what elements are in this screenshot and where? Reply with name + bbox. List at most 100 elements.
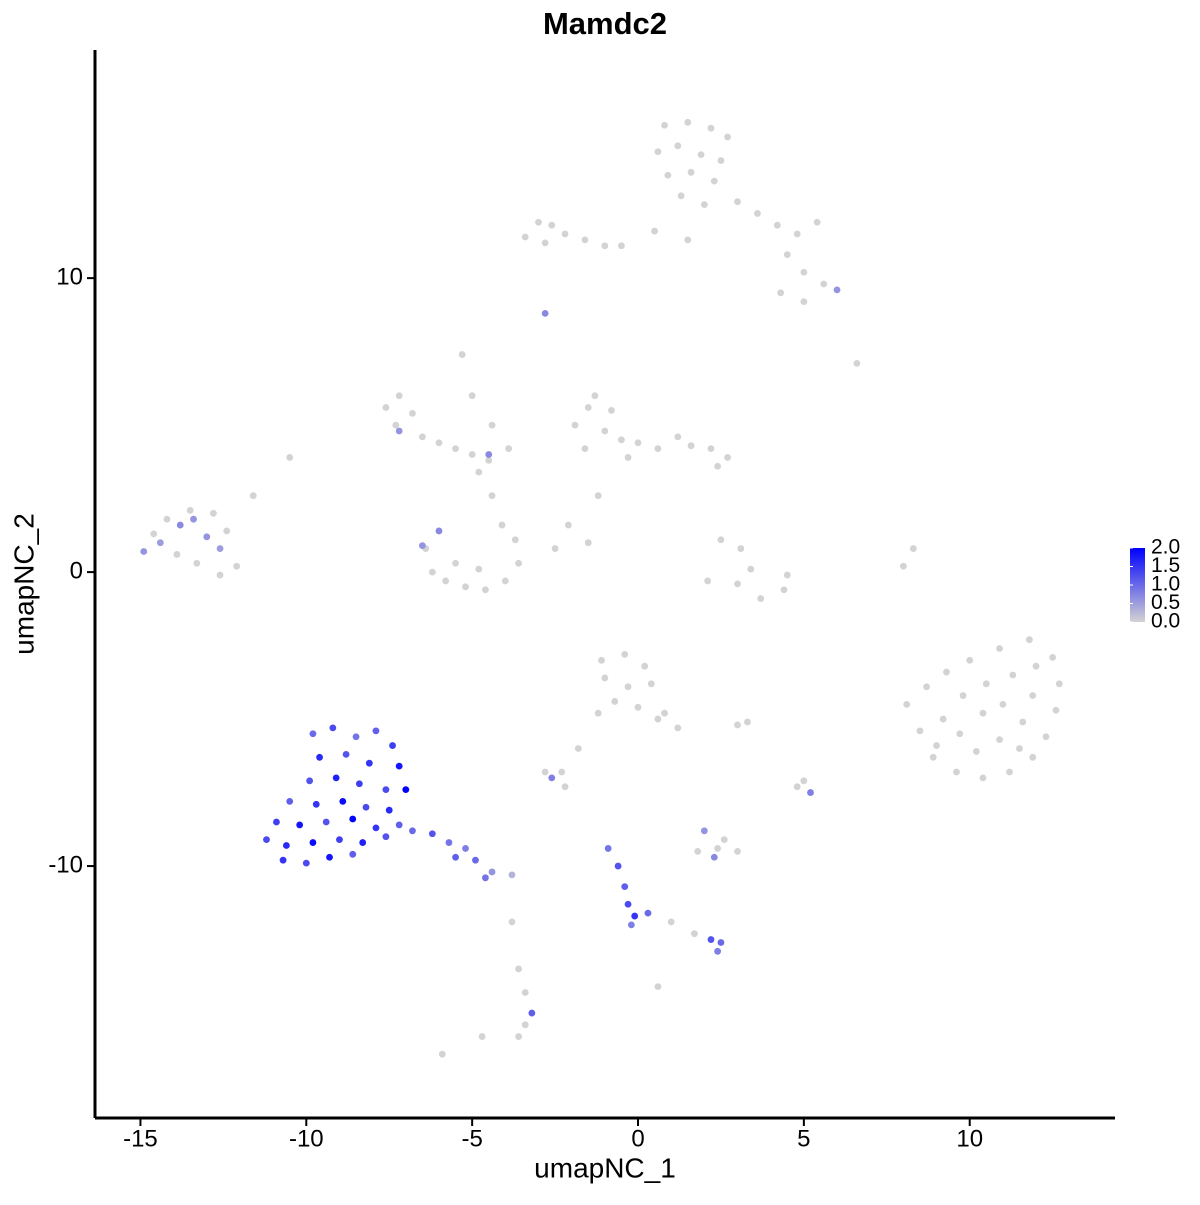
- cell-point: [306, 777, 314, 785]
- cell-point: [395, 762, 403, 770]
- cell-point: [442, 577, 450, 585]
- cell-point: [418, 433, 426, 441]
- cell-point: [515, 1033, 522, 1040]
- cell-point: [190, 515, 197, 523]
- cell-point: [631, 912, 639, 920]
- cell-point: [724, 454, 731, 461]
- cell-point: [996, 645, 1003, 652]
- cell-point: [1055, 680, 1063, 688]
- cell-point: [478, 1033, 486, 1040]
- cell-point: [654, 983, 662, 990]
- cell-point: [488, 868, 496, 876]
- cell-point: [982, 680, 990, 688]
- cell-point: [979, 709, 987, 717]
- cell-point: [1029, 692, 1037, 699]
- x-tick-label: 10: [956, 1125, 983, 1152]
- cell-point: [385, 806, 393, 814]
- cell-point: [382, 786, 390, 794]
- cell-point: [574, 745, 582, 752]
- y-tick-label: 10: [56, 263, 83, 290]
- cell-point: [1026, 636, 1033, 644]
- cell-point: [581, 236, 589, 244]
- cell-point: [475, 468, 483, 476]
- cell-point: [717, 536, 725, 544]
- cell-point: [482, 586, 489, 594]
- colorbar-tick-label: 1.5: [1151, 554, 1180, 577]
- cell-point: [1042, 733, 1050, 741]
- cell-point: [409, 827, 416, 835]
- cell-point: [316, 753, 323, 761]
- cell-point: [1049, 653, 1057, 661]
- cell-point: [541, 239, 549, 247]
- cell-point: [707, 124, 715, 132]
- cell-point: [322, 818, 330, 826]
- cell-point: [601, 674, 609, 682]
- cell-point: [621, 651, 629, 658]
- cell-point: [899, 562, 907, 570]
- x-tick-label: -15: [123, 1125, 158, 1152]
- cell-point: [564, 521, 572, 529]
- cell-point: [684, 118, 692, 126]
- cell-point: [482, 874, 489, 882]
- cell-point: [286, 454, 294, 461]
- cell-point: [780, 586, 788, 594]
- cell-point: [558, 768, 566, 776]
- cell-point: [488, 492, 496, 500]
- cell-point: [793, 230, 801, 238]
- cell-point: [521, 1021, 529, 1029]
- cell-point: [485, 451, 493, 458]
- cell-point: [505, 445, 513, 453]
- cell-point: [1029, 753, 1037, 761]
- cell-point: [654, 445, 662, 453]
- cell-point: [140, 548, 148, 555]
- cell-point: [521, 233, 529, 241]
- cell-point: [581, 445, 589, 453]
- cell-point: [972, 748, 980, 755]
- cell-point: [618, 242, 625, 250]
- cell-point: [654, 715, 662, 723]
- cell-point: [644, 909, 652, 917]
- cell-point: [618, 436, 625, 444]
- cell-point: [999, 700, 1007, 708]
- cell-point: [418, 542, 426, 550]
- cell-point: [203, 533, 211, 541]
- cell-point: [282, 842, 290, 849]
- cell-point: [468, 451, 476, 458]
- cell-point: [571, 421, 579, 429]
- cell-point: [956, 730, 964, 738]
- cell-point: [647, 680, 655, 688]
- cell-point: [684, 236, 692, 244]
- points: [140, 118, 1063, 1058]
- cell-point: [674, 724, 682, 732]
- cell-point: [150, 530, 158, 538]
- cell-point: [326, 853, 333, 861]
- cell-point: [714, 947, 722, 955]
- cell-point: [462, 845, 469, 852]
- cell-point: [627, 921, 635, 929]
- cell-point: [661, 709, 668, 717]
- cell-point: [395, 392, 403, 400]
- cell-point: [634, 703, 642, 711]
- cell-point: [428, 830, 436, 838]
- cell-point: [395, 427, 403, 435]
- cell-point: [359, 839, 367, 846]
- cell-point: [717, 157, 725, 164]
- cell-point: [445, 839, 453, 846]
- cell-point: [210, 509, 217, 517]
- cell-point: [604, 845, 612, 852]
- cell-point: [435, 527, 443, 535]
- cell-point: [1019, 718, 1027, 726]
- cell-point: [511, 536, 519, 544]
- cell-point: [156, 539, 164, 547]
- cell-point: [700, 827, 708, 835]
- cell-point: [903, 700, 911, 708]
- cell-point: [382, 404, 390, 411]
- cell-point: [475, 565, 483, 573]
- cell-point: [452, 559, 459, 567]
- cell-point: [352, 733, 360, 741]
- cell-point: [1009, 671, 1017, 679]
- cell-point: [186, 506, 194, 514]
- cell-point: [1016, 745, 1023, 752]
- cell-point: [372, 824, 380, 832]
- cell-point: [561, 230, 569, 238]
